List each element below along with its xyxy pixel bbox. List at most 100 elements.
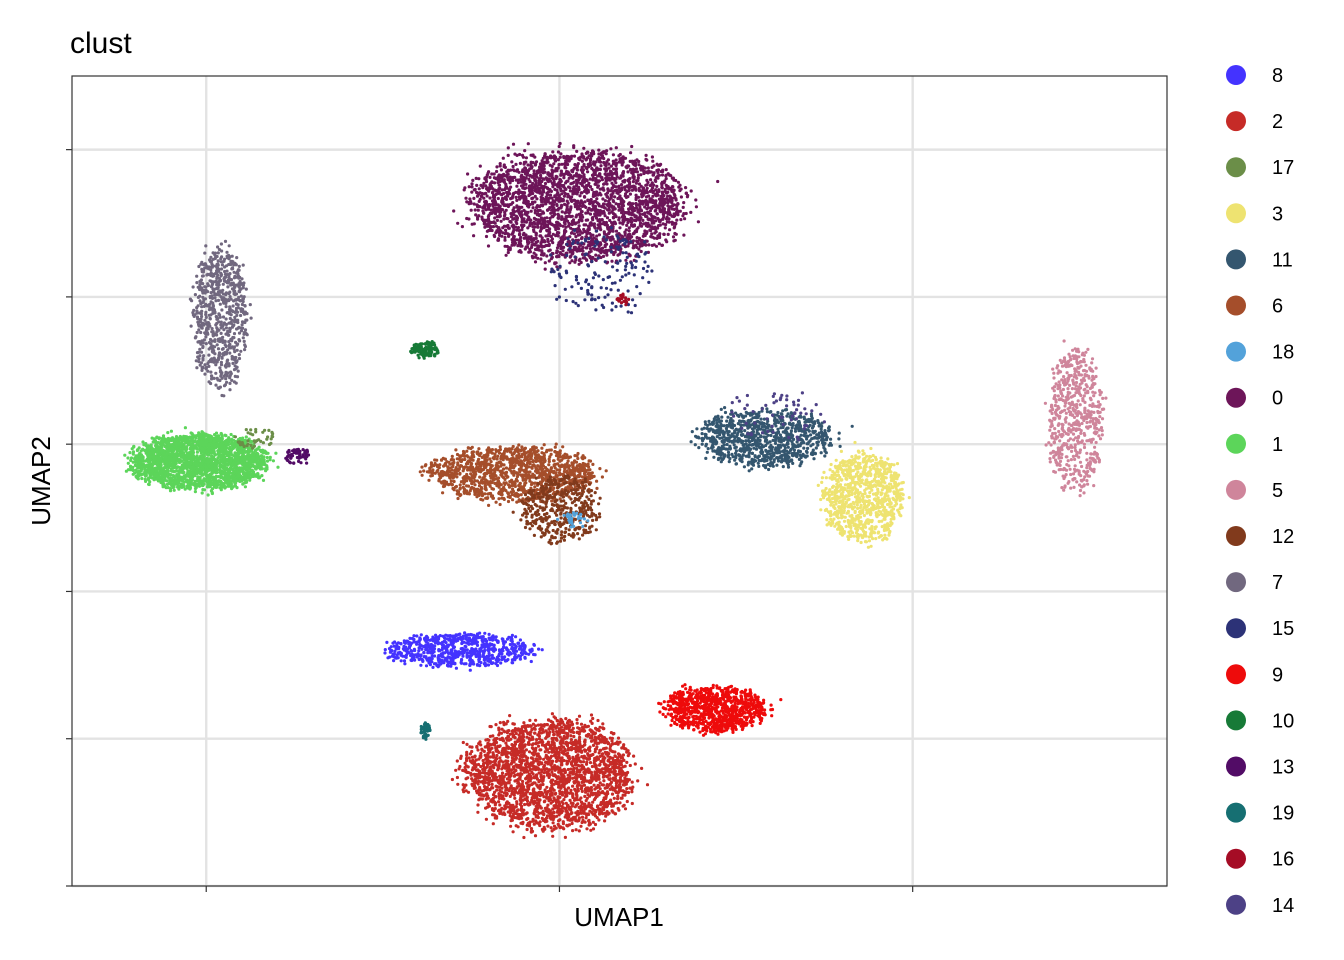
scatter-point [555,246,560,250]
scatter-point [541,186,546,190]
scatter-point [549,154,553,158]
scatter-point [201,366,205,370]
scatter-point [210,327,214,331]
scatter-point [543,181,548,186]
scatter-point [641,199,645,204]
scatter-point [588,247,593,251]
scatter-point [244,287,248,291]
scatter-point [653,231,657,235]
scatter-point [523,149,527,153]
scatter-point [674,197,678,201]
scatter-point [249,316,253,320]
scatter-point [603,199,608,203]
scatter-point [196,340,200,344]
scatter-point [533,194,537,198]
scatter-point [237,276,241,280]
scatter-point [611,172,615,176]
scatter-point [489,208,493,212]
scatter-point [620,211,624,215]
scatter-point [485,173,489,177]
scatter-point [534,217,538,222]
scatter-point [522,198,526,202]
scatter-point [169,429,173,433]
scatter-point [663,187,667,191]
scatter-point [216,347,221,351]
scatter-point [221,282,225,286]
scatter-point [661,168,665,172]
scatter-point [485,224,489,228]
scatter-point [214,371,218,375]
scatter-point [582,146,586,150]
scatter-point [682,233,686,237]
scatter-point [526,142,530,146]
scatter-point [586,224,591,228]
scatter-point [609,193,613,197]
scatter-point [530,254,535,258]
scatter-point [241,283,245,287]
scatter-point [648,209,653,213]
scatter-point [567,185,571,189]
scatter-point [614,229,619,233]
scatter-point [606,187,610,191]
scatter-point [513,175,517,179]
scatter-point [504,253,508,257]
scatter-point [658,223,662,227]
scatter-point [526,163,530,167]
scatter-point [641,212,645,216]
scatter-point [478,164,482,168]
scatter-point [631,172,635,177]
scatter-point [679,195,684,199]
scatter-point [631,202,635,206]
scatter-point [221,340,225,344]
scatter-point [694,205,699,209]
scatter-point [550,168,554,172]
scatter-point [229,432,233,437]
scatter-point [199,312,203,316]
scatter-point [210,262,214,266]
scatter-point [666,190,670,194]
scatter-point [502,180,507,184]
scatter-point [591,176,596,180]
scatter-point [556,150,561,154]
scatter-point [663,226,667,230]
scatter-point [636,173,641,177]
scatter-point [126,461,130,465]
scatter-point [492,201,496,205]
scatter-point [235,302,239,306]
scatter-point [538,182,542,186]
scatter-point [473,187,477,192]
scatter-point [192,308,196,312]
scatter-point [579,210,584,214]
scatter-point [197,350,201,354]
scatter-point [670,176,675,180]
scatter-point [203,262,207,266]
scatter-point [664,174,668,178]
scatter-point [503,210,507,214]
scatter-point [631,167,635,171]
scatter-point [510,160,514,164]
scatter-point [528,202,532,207]
scatter-point [193,336,197,340]
scatter-point [583,188,587,192]
scatter-point [223,433,227,437]
scatter-point [172,488,176,492]
scatter-point [564,187,568,191]
scatter-point [593,204,598,208]
scatter-point [582,204,587,208]
scatter-point [220,308,224,312]
scatter-point [207,273,211,277]
scatter-point [613,240,617,244]
scatter-point [237,295,241,299]
scatter-point [511,178,515,183]
scatter-point [204,342,208,346]
scatter-point [201,300,205,304]
scatter-point [477,187,481,191]
scatter-point [503,235,507,240]
scatter-point [227,275,231,279]
scatter-point [499,173,503,177]
scatter-point [221,288,225,292]
scatter-point [565,208,569,212]
scatter-point [613,222,618,226]
scatter-point [650,219,654,223]
